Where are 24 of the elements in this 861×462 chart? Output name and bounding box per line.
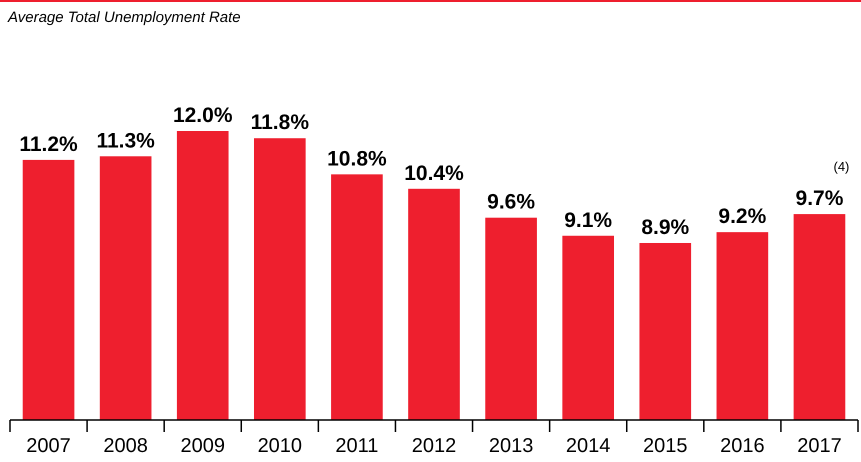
x-tick-label: 2012 bbox=[412, 435, 456, 457]
x-tick-label: 2007 bbox=[26, 435, 71, 457]
chart-title: Average Total Unemployment Rate bbox=[7, 9, 241, 26]
data-label: 9.2% bbox=[718, 205, 767, 228]
x-tick-label: 2017 bbox=[797, 435, 842, 457]
x-tick-label: 2014 bbox=[566, 435, 610, 457]
data-label: 9.7% bbox=[796, 187, 844, 210]
x-tick-label: 2016 bbox=[720, 435, 765, 457]
x-tick-label: 2009 bbox=[180, 435, 225, 457]
x-tick-label: 2015 bbox=[643, 435, 688, 457]
data-label: 9.6% bbox=[487, 190, 536, 214]
data-label: 10.4% bbox=[404, 162, 464, 185]
data-label: 12.0% bbox=[172, 104, 233, 127]
data-label: 11.2% bbox=[19, 132, 78, 156]
x-tick-label: 2010 bbox=[258, 435, 302, 457]
data-label: 8.9% bbox=[641, 216, 690, 239]
x-tick-label: 2008 bbox=[103, 435, 148, 457]
data-label: 10.8% bbox=[327, 147, 388, 170]
data-label: 11.3% bbox=[96, 129, 156, 152]
annotation: (4) bbox=[834, 159, 850, 174]
x-tick-label: 2011 bbox=[335, 435, 378, 457]
x-tick-label: 2013 bbox=[488, 435, 534, 457]
data-label: 11.8% bbox=[250, 111, 310, 134]
data-label: 9.1% bbox=[564, 208, 612, 232]
